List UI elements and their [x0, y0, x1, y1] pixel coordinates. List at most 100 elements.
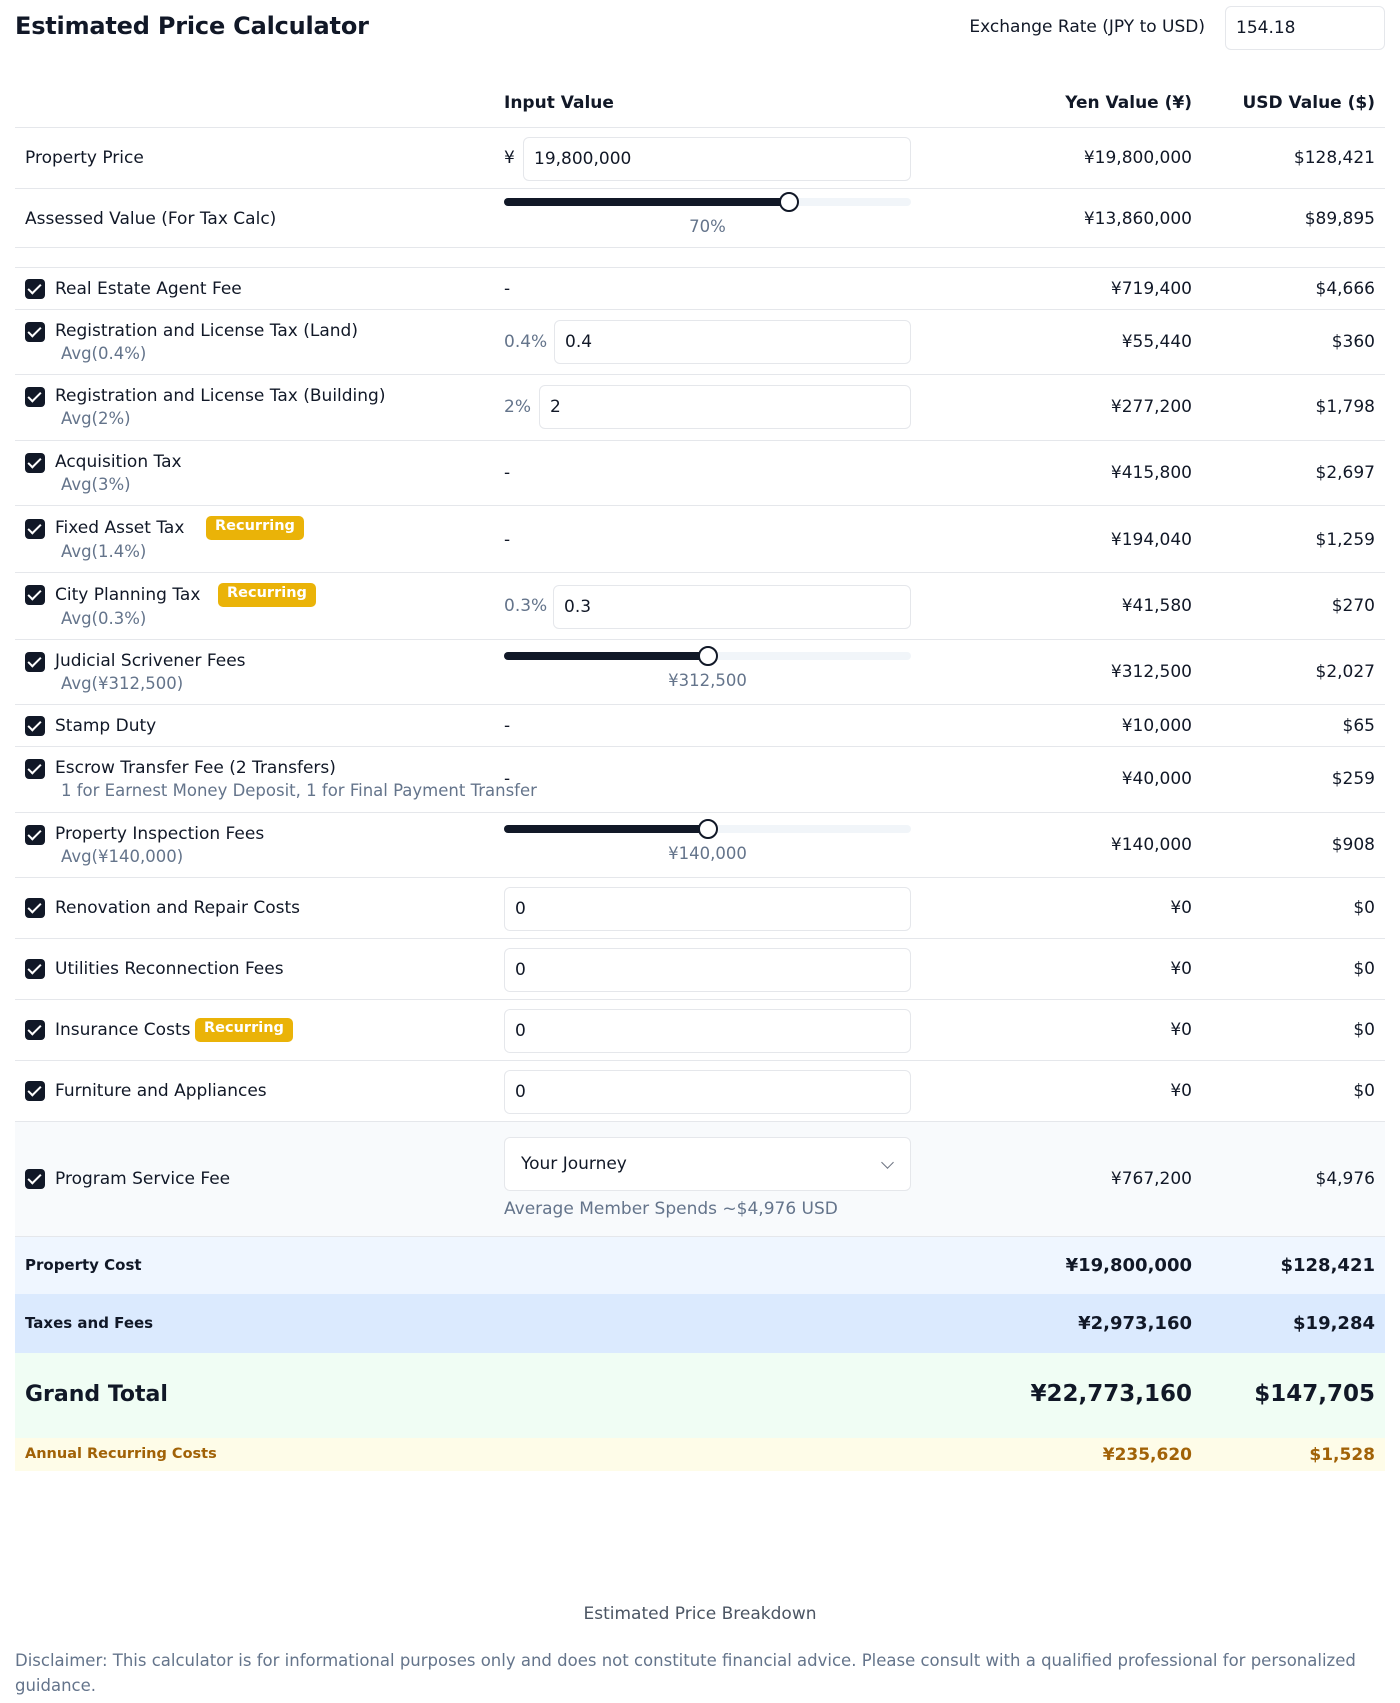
furniture-input[interactable]	[504, 1070, 911, 1114]
property-cost-usd: $128,421	[1280, 1255, 1375, 1276]
assessed-value-row: Assessed Value (For Tax Calc) 70% ¥13,86…	[15, 189, 1385, 248]
scrivener-slider-value: ¥312,500	[668, 671, 747, 690]
utilities-checkbox[interactable]	[25, 959, 45, 979]
city-planning-tax-usd: $270	[1331, 596, 1375, 616]
reg-land-yen: ¥55,440	[1121, 332, 1192, 352]
acquisition-tax-row: Acquisition Tax Avg(3%) - ¥415,800 $2,69…	[15, 441, 1385, 506]
furniture-usd: $0	[1353, 1081, 1375, 1101]
fixed-asset-tax-yen: ¥194,040	[1110, 530, 1192, 550]
inspection-avg: Avg(¥140,000)	[61, 847, 184, 866]
annual-recurring-yen: ¥235,620	[1102, 1445, 1192, 1465]
insurance-label: Insurance Costs	[55, 1020, 191, 1040]
city-planning-tax-checkbox[interactable]	[25, 585, 45, 605]
furniture-checkbox[interactable]	[25, 1081, 45, 1101]
acquisition-tax-usd: $2,697	[1315, 463, 1375, 483]
input-value-header: Input Value	[504, 93, 614, 113]
stamp-duty-label: Stamp Duty	[55, 716, 157, 736]
stamp-duty-checkbox[interactable]	[25, 716, 45, 736]
escrow-checkbox[interactable]	[25, 759, 45, 779]
property-price-row: Property Price ¥ ¥19,800,000 $128,421	[15, 128, 1385, 189]
property-cost-label: Property Cost	[25, 1256, 142, 1274]
program-fee-note: Average Member Spends ~$4,976 USD	[504, 1199, 838, 1219]
reg-land-usd: $360	[1331, 332, 1375, 352]
slider-thumb[interactable]	[778, 192, 799, 212]
escrow-usd: $259	[1331, 769, 1375, 789]
insurance-row: Insurance Costs Recurring ¥0 $0	[15, 1000, 1385, 1061]
scrivener-usd: $2,027	[1315, 662, 1375, 682]
stamp-duty-input-dash: -	[504, 716, 511, 736]
reg-land-checkbox[interactable]	[25, 322, 45, 342]
program-select[interactable]: Your Journey	[504, 1137, 911, 1191]
insurance-input[interactable]	[504, 1009, 911, 1053]
scrivener-slider[interactable]	[504, 646, 911, 666]
reg-building-avg: Avg(2%)	[61, 409, 131, 428]
reg-building-percent: 2%	[504, 397, 531, 417]
assessed-value-slider[interactable]	[504, 192, 911, 212]
reg-building-label: Registration and License Tax (Building)	[55, 386, 386, 406]
program-fee-usd: $4,976	[1315, 1169, 1375, 1189]
inspection-slider[interactable]	[504, 819, 911, 839]
reg-land-percent: 0.4%	[504, 332, 548, 352]
renovation-row: Renovation and Repair Costs ¥0 $0	[15, 878, 1385, 939]
exchange-rate-input[interactable]	[1225, 6, 1385, 50]
reg-building-checkbox[interactable]	[25, 387, 45, 407]
disclaimer-text: Disclaimer: This calculator is for infor…	[15, 1651, 1356, 1695]
exchange-rate-label: Exchange Rate (JPY to USD)	[969, 17, 1205, 37]
reg-land-input[interactable]	[554, 320, 911, 364]
fixed-asset-tax-input-dash: -	[504, 530, 511, 550]
taxes-fees-row: Taxes and Fees ¥2,973,160 $19,284	[15, 1294, 1385, 1353]
reg-land-label: Registration and License Tax (Land)	[55, 321, 358, 341]
taxes-fees-usd: $19,284	[1293, 1313, 1375, 1334]
calculator-table: Input Value Yen Value (¥) USD Value ($) …	[15, 84, 1385, 1471]
renovation-checkbox[interactable]	[25, 898, 45, 918]
grand-total-row: Grand Total ¥22,773,160 $147,705	[15, 1353, 1385, 1438]
inspection-label: Property Inspection Fees	[55, 824, 265, 844]
utilities-label: Utilities Reconnection Fees	[55, 959, 284, 979]
stamp-duty-row: Stamp Duty - ¥10,000 $65	[15, 705, 1385, 747]
reg-building-input[interactable]	[539, 385, 911, 429]
renovation-input[interactable]	[504, 887, 911, 931]
escrow-yen: ¥40,000	[1121, 769, 1192, 789]
top-bar: Estimated Price Calculator Exchange Rate…	[15, 0, 1385, 58]
escrow-input-dash: -	[504, 769, 511, 789]
recurring-badge: Recurring	[206, 516, 304, 540]
inspection-checkbox[interactable]	[25, 825, 45, 845]
utilities-input[interactable]	[504, 948, 911, 992]
slider-thumb[interactable]	[697, 646, 718, 666]
fixed-asset-tax-usd: $1,259	[1315, 530, 1375, 550]
acquisition-tax-checkbox[interactable]	[25, 453, 45, 473]
fixed-asset-tax-label: Fixed Asset Tax	[55, 518, 185, 538]
insurance-checkbox[interactable]	[25, 1020, 45, 1040]
scrivener-yen: ¥312,500	[1110, 662, 1192, 682]
inspection-yen: ¥140,000	[1110, 835, 1192, 855]
property-price-yen: ¥19,800,000	[1083, 148, 1192, 168]
city-planning-tax-yen: ¥41,580	[1121, 596, 1192, 616]
program-fee-checkbox[interactable]	[25, 1169, 45, 1189]
recurring-badge: Recurring	[195, 1018, 293, 1042]
recurring-badge: Recurring	[218, 583, 316, 607]
fixed-asset-tax-checkbox[interactable]	[25, 519, 45, 539]
fixed-asset-tax-avg: Avg(1.4%)	[61, 542, 147, 561]
annual-recurring-label: Annual Recurring Costs	[25, 1446, 217, 1462]
slider-thumb[interactable]	[697, 819, 718, 839]
city-planning-tax-input[interactable]	[553, 585, 911, 629]
property-cost-yen: ¥19,800,000	[1065, 1255, 1192, 1276]
reg-building-yen: ¥277,200	[1110, 397, 1192, 417]
escrow-note: 1 for Earnest Money Deposit, 1 for Final…	[61, 781, 537, 800]
inspection-usd: $908	[1331, 835, 1375, 855]
agent-fee-row: Real Estate Agent Fee - ¥719,400 $4,666	[15, 268, 1385, 310]
assessed-value-usd: $89,895	[1304, 209, 1375, 229]
property-price-input[interactable]	[523, 137, 911, 181]
program-select-value: Your Journey	[521, 1154, 627, 1174]
program-fee-row: Program Service Fee Your Journey Average…	[15, 1122, 1385, 1237]
scrivener-checkbox[interactable]	[25, 652, 45, 672]
city-planning-tax-percent: 0.3%	[504, 596, 548, 616]
utilities-yen: ¥0	[1170, 959, 1192, 979]
scrivener-row: Judicial Scrivener Fees Avg(¥312,500) ¥3…	[15, 640, 1385, 705]
escrow-row: Escrow Transfer Fee (2 Transfers) 1 for …	[15, 747, 1385, 813]
acquisition-tax-yen: ¥415,800	[1110, 463, 1192, 483]
furniture-yen: ¥0	[1170, 1081, 1192, 1101]
table-header: Input Value Yen Value (¥) USD Value ($)	[15, 84, 1385, 128]
breakdown-caption: Estimated Price Breakdown	[583, 1604, 817, 1624]
agent-fee-checkbox[interactable]	[25, 279, 45, 299]
